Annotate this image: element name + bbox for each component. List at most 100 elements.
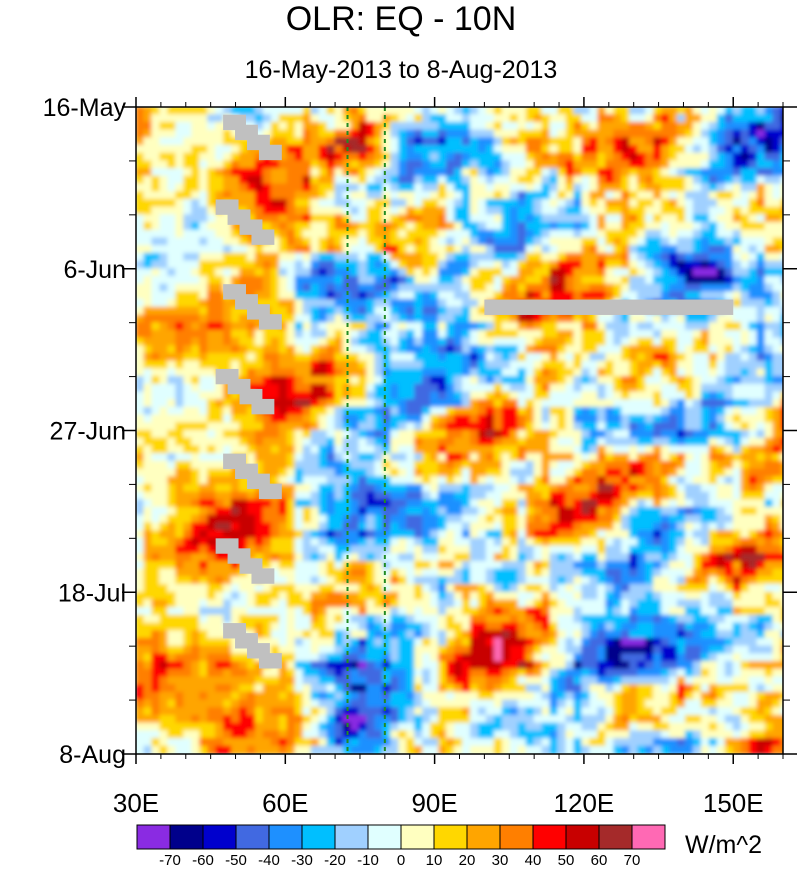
field-cell [645, 114, 655, 123]
field-cell [398, 229, 408, 239]
field-cell [175, 222, 185, 231]
field-cell [509, 314, 519, 324]
field-cell [477, 222, 487, 231]
field-cell [501, 175, 511, 185]
field-cell [318, 507, 328, 516]
field-cell [669, 206, 678, 216]
field-cell [167, 383, 177, 393]
field-cell [565, 345, 575, 354]
field-cell [764, 191, 774, 200]
field-cell [350, 329, 360, 339]
field-cell [454, 129, 463, 139]
field-cell [692, 437, 702, 447]
field-cell [286, 483, 296, 493]
field-cell [461, 198, 471, 208]
field-cell [262, 114, 272, 123]
field-cell [708, 314, 718, 324]
field-cell [629, 237, 639, 247]
field-cell [183, 145, 193, 154]
field-cell [430, 460, 440, 470]
field-cell [517, 499, 527, 509]
field-cell [653, 445, 663, 455]
field-cell [207, 260, 217, 270]
field-cell [454, 414, 463, 424]
field-cell [430, 468, 440, 478]
field-cell [246, 337, 256, 347]
field-cell [302, 337, 312, 347]
field-cell [597, 222, 607, 231]
field-cell [549, 214, 559, 224]
field-cell [676, 237, 686, 247]
field-cell [469, 214, 479, 224]
field-cell [286, 299, 296, 308]
field-cell [716, 507, 726, 516]
field-cell [366, 337, 376, 347]
field-cell [700, 507, 710, 516]
field-cell [446, 191, 456, 200]
field-cell [764, 399, 774, 408]
field-cell [183, 422, 193, 431]
field-cell [136, 107, 145, 116]
field-cell [270, 360, 280, 370]
field-cell [294, 437, 304, 447]
field-cell [191, 206, 201, 216]
field-cell [621, 522, 631, 532]
field-cell [239, 329, 248, 339]
field-cell [183, 229, 193, 239]
field-cell [231, 337, 241, 347]
field-cell [613, 329, 623, 339]
field-cell [637, 537, 647, 547]
field-cell [231, 229, 241, 239]
field-cell [772, 368, 782, 378]
field-cell [700, 437, 710, 447]
field-cell [136, 329, 145, 339]
field-cell [326, 352, 336, 362]
field-cell [525, 553, 535, 562]
field-cell [414, 206, 424, 216]
field-cell [406, 445, 416, 455]
field-cell [294, 537, 304, 547]
field-cell [605, 514, 615, 524]
field-cell [629, 152, 639, 162]
field-cell [191, 483, 201, 493]
field-cell [366, 476, 376, 485]
field-cell [485, 152, 495, 162]
field-cell [517, 406, 527, 416]
field-cell [692, 406, 702, 416]
field-cell [326, 229, 336, 239]
field-cell [597, 168, 607, 177]
field-cell [637, 383, 647, 393]
field-cell [549, 107, 559, 116]
field-cell [215, 560, 225, 570]
field-cell [374, 445, 384, 455]
field-cell [438, 214, 448, 224]
field-cell [533, 360, 543, 370]
field-cell [207, 337, 217, 347]
field-cell [669, 422, 678, 431]
field-cell [374, 476, 384, 485]
field-cell [191, 507, 201, 516]
field-cell [430, 322, 440, 331]
field-cell [557, 260, 567, 270]
field-cell [461, 306, 471, 316]
field-cell [692, 399, 702, 408]
field-cell [454, 137, 463, 147]
field-cell [589, 560, 599, 570]
field-cell [143, 414, 153, 424]
field-cell [692, 483, 702, 493]
field-cell [708, 175, 718, 185]
field-cell [676, 522, 686, 532]
field-cell [199, 345, 209, 354]
field-cell [215, 107, 225, 116]
field-cell [446, 391, 456, 401]
field-cell [239, 476, 248, 485]
field-cell [469, 507, 479, 516]
field-cell [669, 414, 678, 424]
field-cell [533, 383, 543, 393]
field-cell [525, 229, 535, 239]
field-cell [732, 237, 742, 247]
field-cell [159, 522, 169, 532]
field-cell [326, 237, 336, 247]
field-cell [358, 391, 368, 401]
field-cell [676, 568, 686, 578]
